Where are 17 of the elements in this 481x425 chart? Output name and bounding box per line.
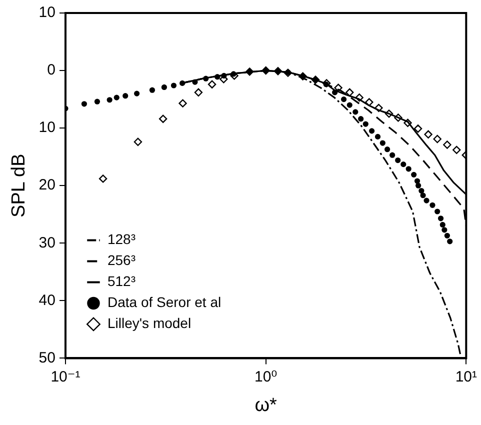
legend-label: 512³ [107,273,136,290]
y-tick-label: 50 [38,349,56,366]
legend-label: Lilley's model [107,315,192,332]
legend-label: 256³ [107,252,136,268]
y-axis-title: SPL dB [8,154,30,218]
x-axis-title: ω* [254,394,278,416]
x-tick-label: 10¹ [455,368,478,386]
y-tick-label: 10 [38,4,56,22]
y-tick-label: 0 [47,62,56,79]
x-tick-label: 10⁰ [254,368,278,386]
y-tick-label: 30 [38,234,56,252]
y-tick-label: 20 [38,176,56,194]
x-tick-label: 10⁻¹ [50,368,80,386]
y-tick-label: 10 [38,119,56,136]
legend-label: Data of Seror et al [107,294,222,310]
y-tick-label: 40 [38,292,56,309]
legend-label: 128³ [107,231,136,248]
